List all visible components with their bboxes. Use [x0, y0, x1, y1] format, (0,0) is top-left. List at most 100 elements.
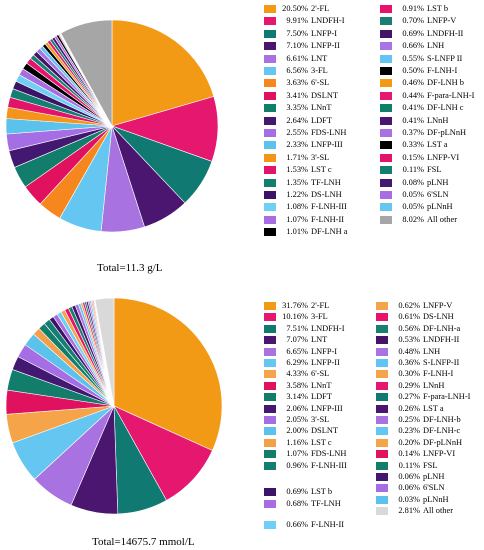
legend-percent: 10.16% [282, 312, 308, 322]
legend-swatch [264, 203, 276, 212]
legend-label: FDS-LNH [311, 128, 347, 137]
legend-swatch [380, 191, 392, 199]
legend-label: LNFP-II [311, 41, 340, 51]
legend-label: 2'-FL [311, 4, 330, 13]
legend-percent: 0.66% [286, 520, 308, 529]
legend-label: LNFP-VI [423, 449, 456, 459]
legend-percent: 7.07% [286, 335, 308, 345]
legend-percent: 0.41% [402, 103, 424, 113]
legend-swatch [380, 79, 392, 88]
legend-percent: 0.56% [398, 323, 420, 333]
legend-label: TF-LNH [311, 177, 341, 187]
legend-label: LNFP-I [311, 346, 338, 356]
legend-percent: 9.91% [286, 16, 308, 26]
legend-swatch [264, 79, 276, 88]
total-label-2: Total=14675.7 mmol/L [92, 536, 195, 548]
legend-percent: 7.10% [286, 41, 308, 51]
legend-percent: 0.50% [402, 66, 424, 75]
legend-label: pLNnH [427, 202, 453, 212]
legend-label: DF-pLNnH [423, 437, 463, 447]
legend-percent: 1.08% [286, 202, 308, 212]
legend-label: All other [423, 506, 454, 516]
legend-percent: 0.68% [286, 499, 308, 508]
legend-swatch [376, 324, 388, 333]
legend-swatch [380, 91, 392, 100]
legend-swatch [264, 450, 276, 459]
legend-percent: 0.70% [402, 16, 424, 26]
legend-label: LDFT [311, 392, 332, 402]
legend-swatch [264, 404, 276, 413]
legend-swatch [264, 313, 276, 322]
legend-percent: 1.53% [286, 165, 308, 175]
legend-label: DF-LNH-b [423, 415, 461, 424]
legend-label: LNFP-V [427, 16, 457, 26]
legend-swatch [264, 178, 276, 187]
legend-label: DF-LNH-a [423, 323, 461, 333]
legend-percent: 0.91% [402, 4, 424, 13]
legend-percent: 0.36% [398, 358, 420, 367]
legend-label: S-LNFP-II [423, 358, 460, 367]
legend-swatch [376, 404, 388, 413]
legend-label: DF-pLNnH [427, 128, 467, 137]
legend-swatch [264, 427, 276, 436]
legend-swatch [264, 67, 276, 75]
legend-percent: 3.35% [286, 103, 308, 113]
legend-label: 6'SLN [427, 190, 449, 199]
legend-percent: 0.05% [402, 202, 424, 212]
legend-percent: 0.08% [402, 177, 424, 187]
legend-label: F-LNH-II [311, 214, 345, 224]
legend-percent: 0.11% [398, 460, 420, 470]
legend-swatch [264, 324, 276, 333]
legend-label: 3-FL [311, 312, 328, 322]
legend-label: LST a [427, 140, 448, 150]
legend-swatch [380, 17, 392, 26]
legend-percent: 0.05% [402, 190, 424, 199]
legend-percent: 0.20% [398, 437, 420, 447]
legend-percent: 0.69% [402, 28, 424, 38]
pie-chart-2 [5, 297, 223, 515]
legend-swatch [376, 473, 388, 481]
legend-swatch [380, 203, 392, 212]
legend-percent: 0.33% [402, 140, 424, 150]
legend-percent: 0.48% [398, 346, 420, 356]
legend-percent: 0.15% [402, 152, 424, 162]
legend-percent: 2.05% [286, 415, 308, 424]
legend-label: LNnH [427, 115, 449, 125]
legend-swatch [264, 228, 276, 237]
legend-percent: 0.06% [398, 472, 420, 481]
legend-percent: 3.41% [286, 90, 308, 100]
legend-label: 3'-SL [311, 152, 330, 162]
legend-label: pLNnH [423, 494, 449, 504]
legend-swatch [380, 67, 392, 75]
legend-percent: 3.58% [286, 380, 308, 390]
legend-label: pLNH [427, 177, 449, 187]
legend-swatch [380, 104, 392, 113]
legend-label: DF-LNH a [311, 227, 348, 237]
pie-slice-2-fl [111, 19, 215, 127]
legend-swatch [376, 370, 388, 379]
legend-percent: 0.66% [402, 41, 424, 51]
legend-swatch [264, 370, 276, 379]
legend-percent: 0.62% [398, 301, 420, 310]
legend-label: LST c [311, 165, 332, 175]
legend-swatch [264, 141, 276, 150]
legend-percent: 1.07% [286, 214, 308, 224]
legend-swatch [376, 336, 388, 345]
legend-percent: 8.02% [402, 214, 424, 224]
legend-swatch [376, 495, 388, 504]
legend-percent: 6.61% [286, 53, 308, 63]
legend-label: LNFP-I [311, 28, 338, 38]
total-label-1: Total=11.3 g/L [97, 262, 163, 274]
legend-label: LST b [427, 4, 449, 13]
legend-swatch [380, 166, 392, 175]
legend-swatch [264, 191, 276, 199]
legend-label: FDS-LNH [311, 449, 347, 459]
legend-percent: 0.23% [398, 426, 420, 436]
legend-percent: 3.14% [286, 392, 308, 402]
legend-percent: 2.33% [286, 140, 308, 150]
legend-label: F-LNH-I [427, 66, 458, 75]
legend-label: 3-FL [311, 66, 328, 75]
legend-swatch [376, 507, 388, 516]
legend-percent: 1.16% [286, 437, 308, 447]
legend-swatch [380, 178, 392, 187]
